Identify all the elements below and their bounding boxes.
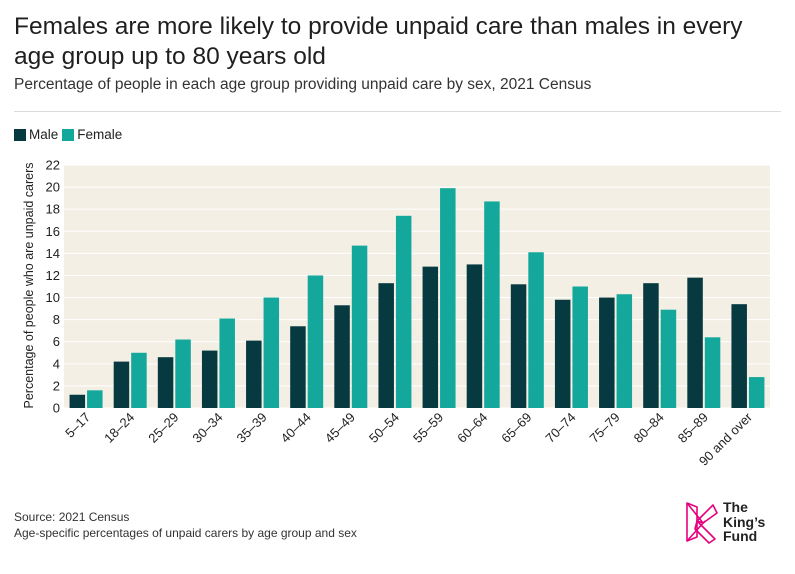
x-tick-label: 5–17 (62, 410, 93, 441)
bar-male (510, 284, 527, 408)
y-axis-label: Percentage of people who are unpaid care… (22, 163, 36, 409)
bar-female (307, 275, 324, 408)
x-tick-label: 45–49 (322, 410, 358, 446)
bar-male (246, 340, 262, 408)
x-tick-label: 80–84 (631, 410, 667, 446)
bar-female (131, 352, 147, 408)
x-tick-label: 35–39 (234, 410, 270, 446)
x-tick-label: 18–24 (101, 410, 137, 446)
bar-male (334, 305, 350, 408)
bar-female (263, 297, 280, 408)
bar-female (87, 390, 103, 408)
bar-male (599, 297, 615, 408)
y-tick-label: 14 (46, 246, 60, 261)
bar-female (219, 318, 235, 408)
bar-male (422, 266, 439, 408)
y-tick-label: 2 (53, 378, 60, 393)
x-tick-label: 75–79 (587, 410, 623, 446)
chart-title: Females are more likely to provide unpai… (14, 13, 743, 70)
x-tick-label: 30–34 (189, 410, 225, 446)
bar-male (731, 304, 747, 408)
y-tick-label: 4 (53, 356, 60, 371)
x-tick-label: 85–89 (675, 410, 711, 446)
bar-female (351, 245, 368, 408)
bar-chart: 0 2 4 6 8 10 12 14 16 18 20 22 Percentage of people … (22, 158, 770, 469)
legend-label-male: Male (29, 127, 59, 142)
bar-female (395, 215, 412, 408)
methodology-note: Age-specific percentages of unpaid carer… (14, 526, 357, 540)
y-tick-label: 18 (46, 202, 60, 217)
source-note: Source: 2021 Census (14, 510, 130, 524)
logo-text-line2: King’s (723, 513, 766, 530)
bar-male (378, 283, 394, 408)
y-tick-label: 20 (46, 180, 60, 195)
bar-male (466, 264, 483, 408)
bar-female (616, 294, 633, 408)
legend-label-female: Female (77, 127, 123, 142)
legend-swatch-female (62, 128, 75, 141)
bar-male (687, 277, 703, 408)
x-tick-label: 55–59 (410, 410, 446, 446)
logo-text-line3: Fund (723, 528, 758, 544)
bar-female (175, 339, 191, 408)
bar-female (748, 377, 765, 408)
y-tick-label: 0 (53, 401, 60, 416)
bar-female (528, 252, 544, 408)
y-tick-label: 12 (46, 268, 60, 283)
bar-male (113, 361, 130, 408)
x-tick-label: 25–29 (145, 410, 181, 446)
bar-female (572, 286, 588, 408)
logo-text-line1: The (723, 499, 748, 515)
bar-male (201, 350, 218, 408)
x-tick-label: 50–54 (366, 410, 402, 446)
bar-male (554, 299, 571, 408)
y-tick-label: 8 (53, 312, 60, 327)
y-tick-label: 22 (46, 158, 60, 173)
y-tick-label: 6 (53, 334, 60, 349)
legend-item-female: Female (62, 127, 122, 142)
legend-item-male: Male (14, 127, 58, 142)
bar-female (440, 188, 456, 408)
footer: Source: 2021 Census Age-specific percent… (14, 509, 357, 541)
x-tick-label: 60–64 (454, 410, 490, 446)
x-tick-label: 65–69 (498, 410, 534, 446)
y-tick-label: 16 (46, 224, 60, 239)
bar-female (484, 201, 500, 408)
y-tick-label: 10 (46, 290, 60, 305)
chart-subtitle: Percentage of people in each age group p… (14, 76, 592, 93)
bar-male (643, 283, 659, 408)
kings-fund-logo-icon (686, 502, 718, 544)
bar-male (290, 326, 306, 408)
header-divider (14, 111, 781, 112)
kings-fund-logo: The King’s Fund (683, 497, 783, 547)
bar-female (704, 337, 721, 408)
bar-male (157, 357, 174, 408)
legend-swatch-male (14, 128, 26, 141)
x-tick-label: 70–74 (542, 410, 578, 446)
legend: Male Female (14, 127, 126, 142)
bar-male (69, 394, 86, 408)
bar-female (660, 309, 677, 408)
x-tick-label: 40–44 (278, 410, 314, 446)
